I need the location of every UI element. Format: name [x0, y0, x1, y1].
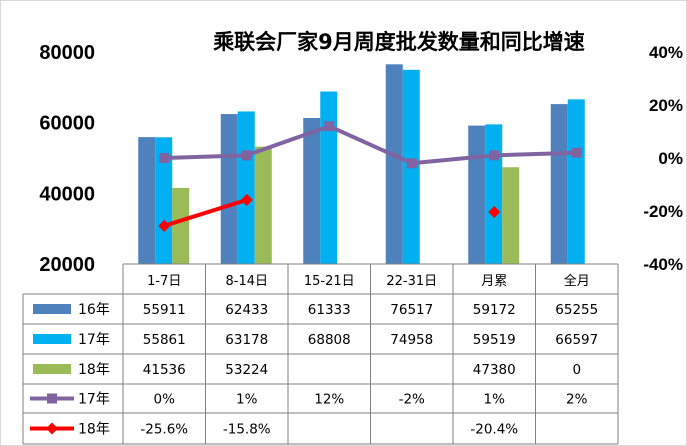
data-table-cell: 12% [314, 392, 344, 408]
bar [138, 137, 156, 264]
data-table-cell: -15.8% [223, 422, 271, 438]
data-table-cell: 62433 [225, 302, 268, 318]
data-table-cell: 2% [566, 392, 588, 408]
bar [567, 99, 585, 264]
data-table-cell: 0 [572, 362, 581, 378]
legend-label: 17年 [78, 392, 110, 408]
category-label: 1-7日 [147, 274, 181, 289]
left-axis-tick-label: 40000 [39, 183, 95, 205]
left-axis: 80000 60000 40000 20000 [39, 42, 95, 276]
left-axis-tick-label: 60000 [39, 113, 95, 135]
data-table-cell: 76517 [390, 302, 433, 318]
bar [303, 117, 321, 265]
line-point [489, 150, 500, 161]
right-axis-tick-label: -40% [643, 255, 683, 274]
data-table-cell: -2% [399, 392, 425, 408]
bar [254, 146, 272, 264]
bar [320, 91, 338, 264]
legend-swatch [33, 334, 71, 344]
data-table-cell: 63178 [225, 332, 268, 348]
bar [220, 114, 238, 264]
line-point [240, 193, 253, 206]
bar-series-group [138, 64, 585, 265]
data-table: 1-7日 8-14日 15-21日 22-31日 月累 全月 16年 55911 62433 61… [22, 263, 619, 445]
line-point [488, 206, 501, 219]
data-table-cell: 0% [154, 392, 176, 408]
category-label: 月累 [481, 274, 507, 289]
right-axis: 40% 20% 0% -20% -40% [643, 43, 683, 274]
data-table-cell: 1% [484, 392, 506, 408]
bar [155, 137, 173, 264]
legend-marker [46, 422, 58, 435]
line-series-group [158, 121, 582, 232]
line-point [159, 153, 170, 163]
category-label: 8-14日 [225, 274, 268, 289]
legend-swatch [33, 304, 71, 314]
right-axis-tick-label: -20% [643, 202, 683, 221]
right-axis-tick-label: 20% [649, 96, 683, 115]
bar [485, 124, 503, 264]
bar [172, 187, 190, 264]
legend-label: 18年 [78, 362, 110, 378]
data-table-cell: 59519 [473, 332, 516, 348]
data-table-cell: 59172 [473, 302, 516, 318]
series-line [164, 124, 577, 166]
data-table-cell: -20.4% [470, 422, 518, 438]
data-table-cell: 55861 [143, 332, 186, 348]
legend-marker [47, 393, 57, 404]
legend-label: 17年 [78, 332, 110, 348]
line-point [241, 150, 252, 161]
data-table-cell: 68808 [308, 332, 351, 348]
bar [550, 104, 568, 264]
data-table-cell: -25.6% [140, 422, 188, 438]
right-axis-tick-label: 0% [658, 149, 683, 168]
category-label: 全月 [564, 273, 590, 289]
line-point [571, 147, 582, 158]
left-axis-tick-label: 20000 [39, 254, 95, 276]
bar [237, 111, 255, 264]
line-point [324, 121, 335, 132]
data-table-cell: 61333 [308, 302, 351, 318]
data-table-cell: 55911 [143, 302, 186, 318]
data-table-cell: 66597 [555, 332, 598, 348]
left-axis-tick-label: 80000 [39, 42, 95, 64]
legend-label: 16年 [78, 302, 110, 318]
line-point [406, 158, 417, 169]
category-label: 15-21日 [304, 274, 355, 289]
data-table-cell: 53224 [225, 362, 268, 378]
legend-swatch [33, 364, 71, 374]
data-table-cell: 65255 [555, 302, 598, 318]
category-label: 22-31日 [386, 274, 437, 289]
data-table-cell: 1% [236, 392, 258, 408]
right-axis-tick-label: 40% [649, 43, 683, 62]
legend-label: 18年 [78, 422, 110, 438]
data-table-cell: 41536 [143, 362, 186, 378]
bar [468, 125, 486, 264]
bar [385, 64, 403, 264]
line-point [158, 219, 171, 232]
bar [502, 167, 520, 264]
data-table-cell: 47380 [473, 362, 516, 378]
data-table-cell: 74958 [390, 332, 433, 348]
chart-title: 乘联会厂家9月周度批发数量和同比增速 [212, 30, 585, 54]
series-line [163, 197, 248, 228]
